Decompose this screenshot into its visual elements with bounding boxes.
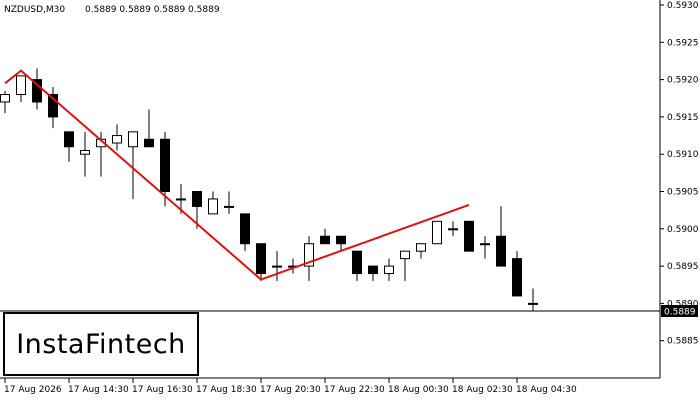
- pattern-line: [4, 69, 470, 281]
- y-axis: 0.5930 0.5925 0.5920 0.5915 0.5910 0.5905 0.59…: [660, 1, 699, 347]
- pattern-layer: [4, 69, 470, 281]
- candle-body: [112, 135, 122, 144]
- x-tick-label: 17 Aug 20:30: [260, 385, 321, 395]
- candle-body: [432, 220, 442, 245]
- candle: [160, 131, 170, 207]
- candle-body: [400, 250, 410, 260]
- candle-body: [32, 79, 42, 103]
- current-price-badge: [661, 305, 698, 317]
- y-tick-label: 0.5915: [667, 113, 699, 123]
- candle-body: [176, 198, 186, 201]
- candle-body: [240, 213, 250, 245]
- candle-body: [464, 220, 474, 252]
- candle: [16, 75, 26, 102]
- candle: [128, 131, 138, 199]
- x-axis: 17 Aug 2026 17 Aug 14:30 17 Aug 16:30 17 Au…: [4, 378, 577, 395]
- y-tick-label: 0.5885: [667, 337, 699, 347]
- candle: [464, 220, 474, 252]
- logo-text: InstaFintech: [16, 328, 186, 360]
- x-tick-label: 17 Aug 16:30: [132, 385, 193, 395]
- candle: [480, 236, 490, 259]
- candle-body: [416, 243, 426, 252]
- candle-body: [512, 258, 522, 297]
- candle-body: [496, 235, 506, 267]
- candle-body: [528, 302, 538, 305]
- candle: [400, 250, 410, 282]
- candle: [32, 68, 42, 110]
- candle: [496, 206, 506, 267]
- y-tick-label: 0.5890: [667, 299, 699, 309]
- candle: [512, 251, 522, 297]
- candle-body: [336, 235, 346, 245]
- y-tick-label: 0.5920: [667, 76, 699, 86]
- candle-body: [224, 205, 234, 208]
- candle-body: [0, 94, 10, 103]
- candle: [304, 236, 314, 282]
- x-tick-label: 17 Aug 2026: [4, 385, 62, 395]
- candle: [48, 87, 58, 129]
- candle-body: [192, 191, 202, 207]
- candle-body: [64, 131, 74, 148]
- candle-body: [128, 131, 138, 148]
- candle-body: [304, 243, 314, 267]
- candle: [144, 109, 154, 148]
- x-tick-label: 18 Aug 02:30: [452, 385, 513, 395]
- y-tick-label: 0.5900: [667, 225, 699, 235]
- x-tick-label: 17 Aug 22:30: [324, 385, 385, 395]
- x-tick-label: 17 Aug 18:30: [196, 385, 257, 395]
- candle: [112, 124, 122, 151]
- y-tick-label: 0.5925: [667, 38, 699, 48]
- x-tick-label: 18 Aug 04:30: [516, 385, 577, 395]
- candle-body: [384, 265, 394, 275]
- candle: [416, 243, 426, 259]
- candle: [432, 220, 442, 245]
- chart-header-symbol: NZDUSD,M30: [4, 5, 65, 15]
- candle: [272, 251, 282, 282]
- candle: [368, 265, 378, 282]
- candle: [240, 213, 250, 252]
- logo: InstaFintech: [3, 312, 199, 376]
- candle-body: [144, 138, 154, 148]
- candle-body: [320, 235, 330, 245]
- candles-layer: [0, 68, 538, 311]
- candle-body: [160, 138, 170, 192]
- current-price-label: 0.5889: [664, 308, 696, 318]
- candle: [352, 250, 362, 282]
- candle-body: [368, 265, 378, 275]
- candle-body: [352, 250, 362, 275]
- candle-body: [208, 198, 218, 215]
- candle: [336, 235, 346, 252]
- chart-header-ohlc: 0.5889 0.5889 0.5889 0.5889: [85, 5, 220, 15]
- candle-body: [16, 75, 26, 96]
- y-tick-label: 0.5895: [667, 262, 699, 272]
- candle: [320, 228, 330, 245]
- x-tick-label: 17 Aug 14:30: [68, 385, 129, 395]
- y-tick-label: 0.5930: [667, 1, 699, 11]
- candle-body: [272, 265, 282, 268]
- candle: [256, 243, 266, 282]
- candle-body: [448, 228, 458, 231]
- y-tick-label: 0.5905: [667, 188, 699, 198]
- candle: [448, 221, 458, 237]
- candle: [0, 90, 10, 114]
- candle: [64, 131, 74, 162]
- candle: [528, 288, 538, 311]
- y-tick-label: 0.5910: [667, 150, 699, 160]
- candle-body: [480, 243, 490, 246]
- candle-body: [256, 243, 266, 275]
- candle: [384, 258, 394, 282]
- candle: [224, 191, 234, 214]
- candle: [80, 131, 90, 177]
- x-tick-label: 18 Aug 00:30: [388, 385, 449, 395]
- candle-body: [80, 149, 90, 155]
- candle-body: [48, 94, 58, 118]
- candle: [208, 191, 218, 215]
